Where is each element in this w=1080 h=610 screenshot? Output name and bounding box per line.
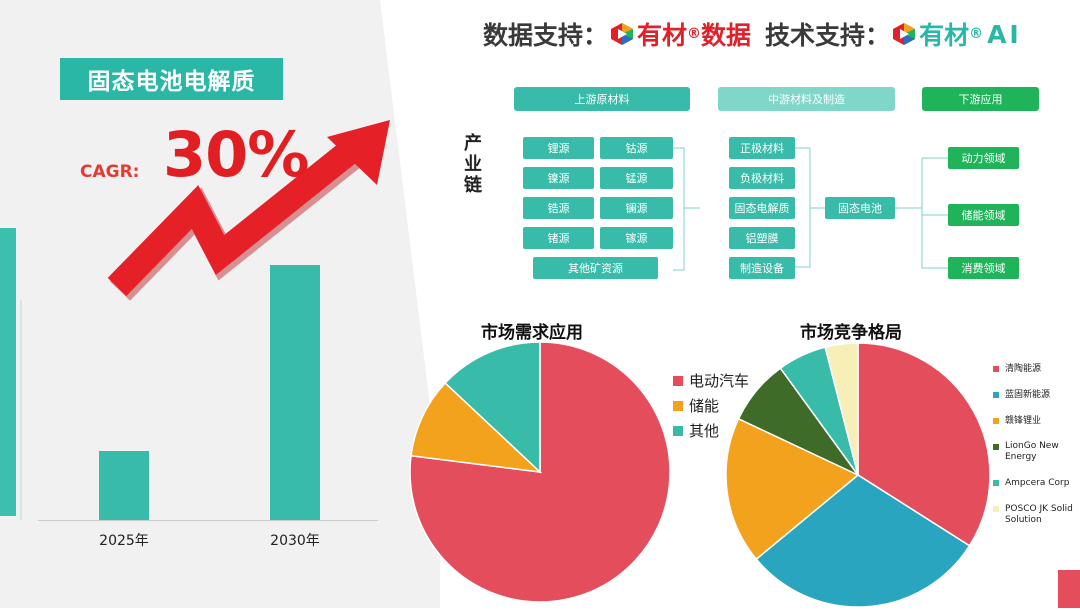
legend-swatch [993, 506, 999, 513]
upstream-node: 锆源 [523, 197, 594, 219]
cagr-value: 30% [163, 118, 309, 191]
bar [99, 451, 149, 520]
upstream-node: 锗源 [523, 227, 594, 249]
legend-label: LionGo New Energy [1005, 441, 1059, 463]
upstream-node: 镧源 [600, 197, 673, 219]
legend-item: LionGo New Energy [993, 441, 1079, 463]
corner-accent [1058, 570, 1080, 608]
legend-label: Ampcera Corp [1005, 477, 1070, 488]
legend-swatch [673, 376, 683, 386]
stage-midstream: 中游材料及制造 [718, 87, 895, 111]
stage-upstream: 上游原材料 [514, 87, 690, 111]
pie-competition-legend: 清陶能源蓝固新能源赣锋锂业 LionGo New Energy Ampcera Co… [993, 364, 1079, 540]
legend-item: 电动汽车 [673, 372, 749, 390]
legend-label: 赣锋锂业 [1005, 415, 1042, 426]
data-support-label: 数据支持： [483, 21, 609, 50]
legend-swatch [993, 366, 999, 373]
bar-chart-axis [38, 520, 378, 521]
cagr-label: CAGR: [80, 162, 140, 182]
legend-label: 储能 [689, 397, 720, 415]
pie-slice [824, 342, 859, 476]
legend-swatch [993, 417, 999, 424]
downstream-node: 动力领域 [948, 147, 1019, 169]
upstream-node: 锰源 [600, 167, 673, 189]
legend-item: 其他 [673, 422, 749, 440]
legend-item: 赣锋锂业 [993, 416, 1079, 427]
brand-logo-icon [611, 23, 634, 45]
legend-label: 蓝固新能源 [1005, 389, 1051, 400]
bar-tick-label: 2025年 [99, 533, 149, 549]
downstream-node: 消费领域 [948, 257, 1019, 279]
left-accent-strip [0, 228, 16, 516]
core-node-solid-state-battery: 固态电池 [825, 197, 895, 219]
legend-label: 其他 [689, 422, 720, 440]
pie-competition-chart [725, 342, 991, 608]
legend-item: 蓝固新能源 [993, 390, 1079, 401]
legend-item: 储能 [673, 397, 749, 415]
stage-downstream: 下游应用 [922, 87, 1039, 111]
left-panel-background [0, 0, 440, 608]
left-accent-line [20, 300, 22, 520]
midstream-node: 正极材料 [729, 137, 795, 159]
chain-connector-lines [673, 147, 948, 271]
pie-demand-chart [409, 341, 671, 603]
legend-label: 电动汽车 [689, 372, 750, 390]
pie-slice [755, 474, 971, 608]
legend-swatch [993, 392, 999, 399]
pie-slice [444, 341, 541, 474]
growth-arrow-icon [107, 120, 390, 301]
downstream-node: 储能领域 [948, 204, 1019, 226]
legend-swatch [993, 480, 999, 487]
upstream-node-other: 其他矿资源 [533, 257, 658, 279]
pie-competition-title: 市场竞争格局 [800, 323, 902, 343]
pie-demand-title: 市场需求应用 [481, 323, 583, 343]
pie-demand-legend: 电动汽车 储能 其他 [673, 372, 749, 447]
tech-support-label: 技术支持： [765, 21, 891, 50]
pie-slice [857, 342, 991, 547]
midstream-node: 铝塑膜 [729, 227, 795, 249]
midstream-node: 负极材料 [729, 167, 795, 189]
legend-item: Ampcera Corp [993, 478, 1079, 489]
legend-item: 清陶能源 [993, 364, 1079, 375]
legend-item: POSCO JK Solid Solution [993, 504, 1079, 526]
legend-swatch [673, 426, 683, 436]
legend-swatch [993, 443, 999, 450]
upstream-node: 镓源 [600, 227, 673, 249]
bar-tick-label: 2030年 [270, 533, 320, 549]
page-title: 固态电池电解质 [60, 58, 283, 100]
brand-ai-logo: 有材 ® AI [890, 16, 1022, 52]
upstream-node: 锂源 [523, 137, 594, 159]
industry-chain-label: 产业链 [464, 133, 482, 196]
midstream-node: 固态电解质 [729, 197, 795, 219]
header: 数据支持： 有材 ® 数据 技术支持： 有材 ® AI [483, 16, 1022, 52]
legend-label: POSCO JK Solid Solution [1005, 503, 1073, 525]
midstream-node: 制造设备 [729, 257, 795, 279]
legend-label: 清陶能源 [1005, 364, 1042, 374]
bar [270, 265, 320, 520]
upstream-node: 钴源 [600, 137, 673, 159]
pie-slice [725, 417, 860, 561]
upstream-node: 镍源 [523, 167, 594, 189]
brand-data-logo: 有材 ® 数据 [608, 16, 751, 52]
legend-swatch [673, 401, 683, 411]
brand-logo-icon [893, 23, 916, 45]
pie-slice [410, 381, 543, 474]
